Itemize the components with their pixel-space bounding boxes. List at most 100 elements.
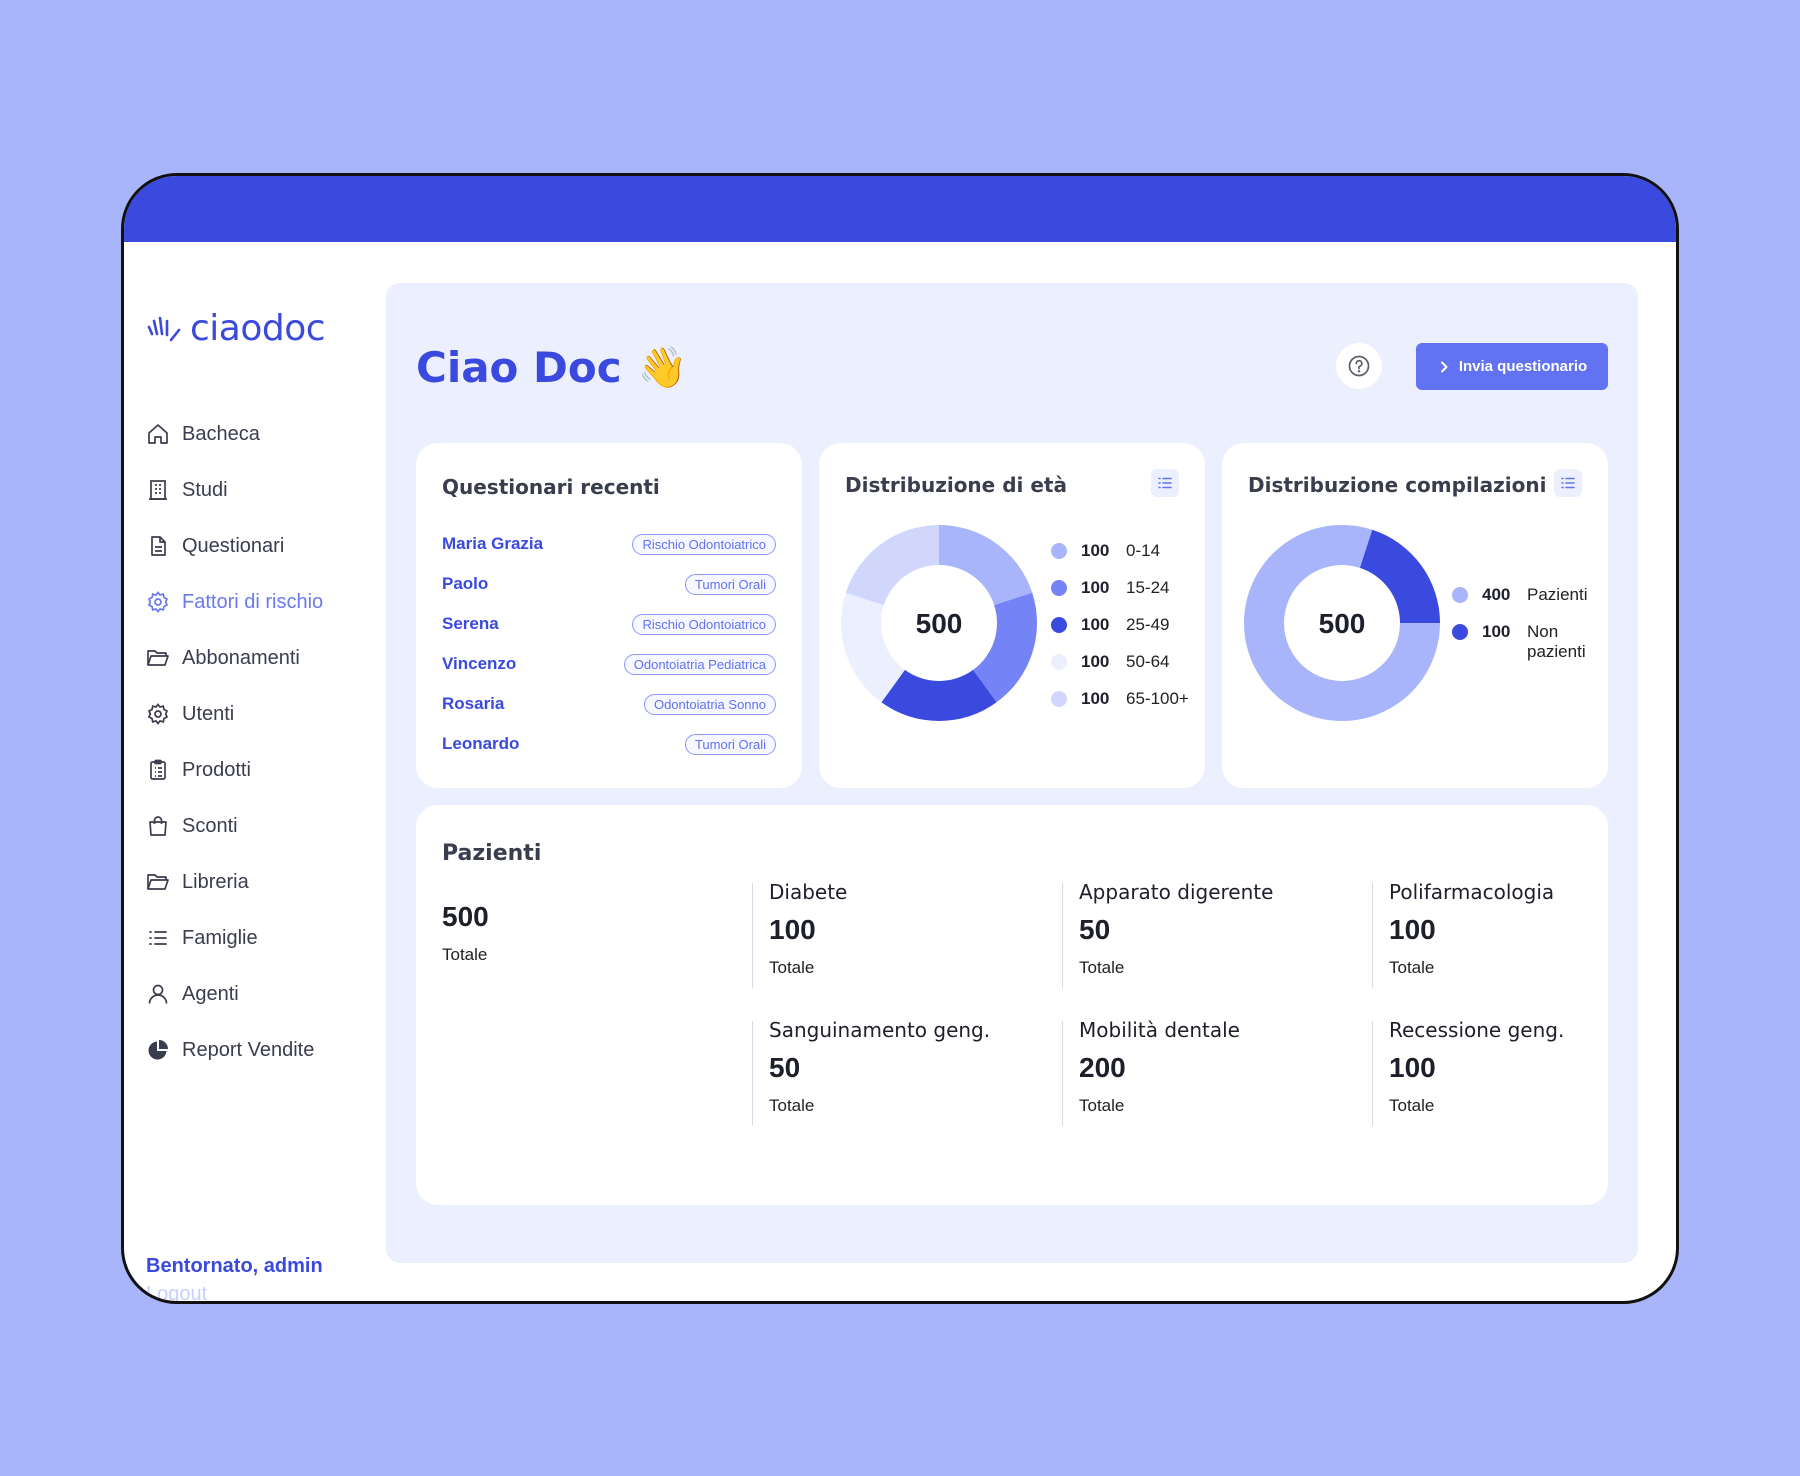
legend-label: Non pazienti [1527,622,1586,661]
sidebar-item-prodotti[interactable]: Prodotti [146,742,323,798]
list-view-button[interactable] [1151,469,1179,497]
stat-value: 100 [769,914,816,945]
legend-entry: 400 Pazienti [1452,585,1602,622]
legend-entry: 100 25-49 [1051,615,1189,652]
stat-value: 100 [1389,914,1436,945]
sidebar-item-agenti[interactable]: Agenti [146,966,323,1022]
legend-value: 100 [1081,541,1110,560]
patient-name[interactable]: Paolo [442,574,489,593]
legend-label: 15-24 [1126,578,1170,597]
legend-dot [1051,580,1067,596]
legend-label: Pazienti [1527,585,1588,604]
sidebar-item-label: Studi [182,478,228,501]
list-icon [1561,477,1575,489]
sidebar-item-sconti[interactable]: Sconti [146,798,323,854]
stat-caption: Totale [442,945,488,964]
legend-dot [1452,624,1468,640]
send-questionnaire-button[interactable]: Invia questionario [1416,343,1608,390]
questionnaire-tag: Tumori Orali [684,573,776,595]
legend-value: 400 [1482,585,1511,604]
building-icon [149,480,167,500]
top-bar [124,176,1676,242]
sidebar-item-label: Report Vendite [182,1038,315,1061]
stat-recessione: Recessione geng. 100 Totale [1372,1018,1592,1126]
legend-value: 100 [1081,652,1110,671]
list-icon [1158,477,1172,489]
submissions-distribution-card: Distribuzione compilazioni 500 400 Pazien… [1222,443,1608,788]
donut-segment-25-49 [881,669,997,721]
legend-value: 100 [1081,578,1110,597]
list-item[interactable]: Leonardo Tumori Orali [442,732,776,756]
stat-label: Diabete [769,880,848,904]
age-donut-chart: 500 [841,525,1037,721]
patient-name[interactable]: Serena [442,614,499,633]
legend-entry: 100 0-14 [1051,541,1189,578]
sidebar-item-questionari[interactable]: Questionari [146,518,323,574]
sidebar-item-label: Bacheca [182,422,260,445]
patient-name[interactable]: Leonardo [442,734,520,753]
patient-name[interactable]: Maria Grazia [442,534,544,553]
main-content: Ciao Doc 👋 Invia questionario Questionar… [386,283,1638,1263]
sidebar-item-label: Famiglie [182,926,258,949]
legend-dot [1051,543,1067,559]
folder-icon [147,650,169,666]
stat-polifarmacologia: Polifarmacologia 100 Totale [1372,880,1592,988]
pie-chart-icon [148,1040,168,1060]
stat-caption: Totale [1079,958,1125,977]
sidebar-item-bacheca[interactable]: Bacheca [146,406,323,462]
list-item[interactable]: Vincenzo Odontoiatria Pediatrica [442,652,776,676]
sidebar-item-label: Questionari [182,534,285,557]
sidebar-item-libreria[interactable]: Libreria [146,854,323,910]
stat-diabete: Diabete 100 Totale [752,880,1022,988]
questionnaire-tag: Odontoiatria Pediatrica [623,653,776,675]
list-item[interactable]: Rosaria Odontoiatria Sonno [442,692,776,716]
stat-caption: Totale [1389,1096,1435,1115]
help-button[interactable] [1336,343,1382,389]
patient-name[interactable]: Vincenzo [442,654,517,673]
legend-entry: 100 50-64 [1051,652,1189,689]
list-view-button[interactable] [1554,469,1582,497]
home-icon [148,424,168,444]
recent-questionnaires-card: Questionari recenti Maria Grazia Rischio… [416,443,802,788]
legend-entry: 100 15-24 [1051,578,1189,615]
legend-label: 50-64 [1126,652,1170,671]
sidebar-item-fattori-di-rischio[interactable]: Fattori di rischio [146,574,323,630]
sidebar-nav: Bacheca Studi Questionari Fattori di ris… [146,406,323,1078]
sidebar-item-utenti[interactable]: Utenti [146,686,323,742]
donut-center-label: 500 [916,608,963,639]
sidebar-item-report-vendite[interactable]: Report Vendite [146,1022,323,1078]
stat-value: 50 [1079,914,1111,945]
stat-value: 500 [442,901,489,932]
legend-label: 25-49 [1126,615,1170,634]
page-title: Ciao Doc 👋 [416,343,687,392]
stat-label: Recessione geng. [1389,1018,1565,1042]
card-title: Distribuzione di età [845,473,1067,497]
sidebar-item-label: Fattori di rischio [182,590,324,613]
list-item[interactable]: Maria Grazia Rischio Odontoiatrico [442,532,776,556]
logout-link[interactable]: Logout [146,1283,208,1304]
stat-caption: Totale [1389,958,1435,977]
sidebar-item-famiglie[interactable]: Famiglie [146,910,323,966]
patients-total: 500 Totale [442,901,489,965]
stat-sanguinamento: Sanguinamento geng. 50 Totale [752,1018,1022,1126]
sidebar-item-abbonamenti[interactable]: Abbonamenti [146,630,323,686]
submissions-legend: 400 Pazienti 100 Non pazienti [1452,585,1602,662]
age-distribution-card: Distribuzione di età 500 100 0-14 100 15-2… [819,443,1205,788]
stat-caption: Totale [769,958,815,977]
list-item[interactable]: Serena Rischio Odontoiatrico [442,612,776,636]
donut-segment-15-24 [973,592,1037,703]
donut-center-label: 500 [1319,608,1366,639]
patient-name[interactable]: Rosaria [442,694,505,713]
logo[interactable]: ciaodoc [146,308,326,349]
logo-hand-icon [147,316,181,342]
list-item[interactable]: Paolo Tumori Orali [442,572,776,596]
clipboard-icon [150,759,166,780]
legend-value: 100 [1081,689,1110,708]
document-icon [151,536,166,556]
sidebar-item-studi[interactable]: Studi [146,462,323,518]
send-questionnaire-label: Invia questionario [1458,358,1588,375]
folder-icon [147,874,169,890]
user-icon [148,984,168,1004]
stat-value: 100 [1389,1052,1436,1083]
stat-label: Mobilità dentale [1079,1018,1240,1042]
